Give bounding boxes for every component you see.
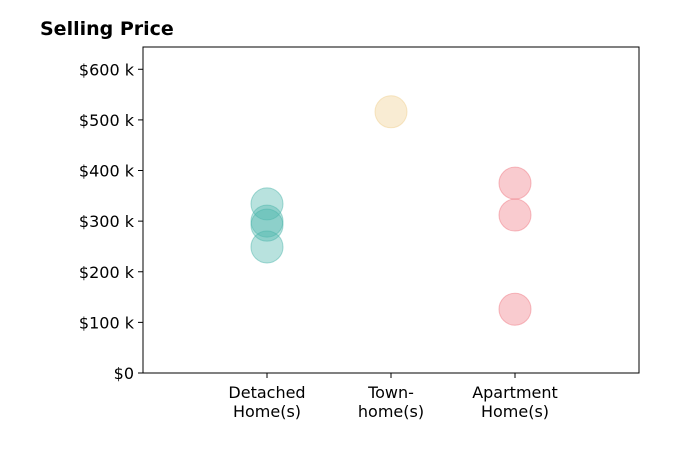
point (250, 187, 284, 221)
point (498, 292, 532, 326)
y-tick-label: $0 (114, 364, 134, 383)
x-tick-label: home(s) (358, 402, 424, 421)
y-tick-label: $500 k (79, 111, 135, 130)
x-tick-label: Town- (367, 383, 414, 402)
y-tick-label: $200 k (79, 263, 135, 282)
y-tick-label: $300 k (79, 212, 135, 231)
point (250, 204, 284, 238)
chart-title: Selling Price (40, 18, 174, 40)
point (498, 166, 532, 200)
y-tick-label: $600 k (79, 60, 135, 79)
point (250, 230, 284, 264)
x-tick-label: Detached (228, 383, 305, 402)
point (374, 95, 408, 129)
x-tick-label: Home(s) (481, 402, 549, 421)
y-tick-label: $400 k (79, 162, 135, 181)
x-tick-label: Home(s) (233, 402, 301, 421)
x-tick-label: Apartment (472, 383, 558, 402)
point (498, 198, 532, 232)
y-tick-label: $100 k (79, 313, 135, 332)
